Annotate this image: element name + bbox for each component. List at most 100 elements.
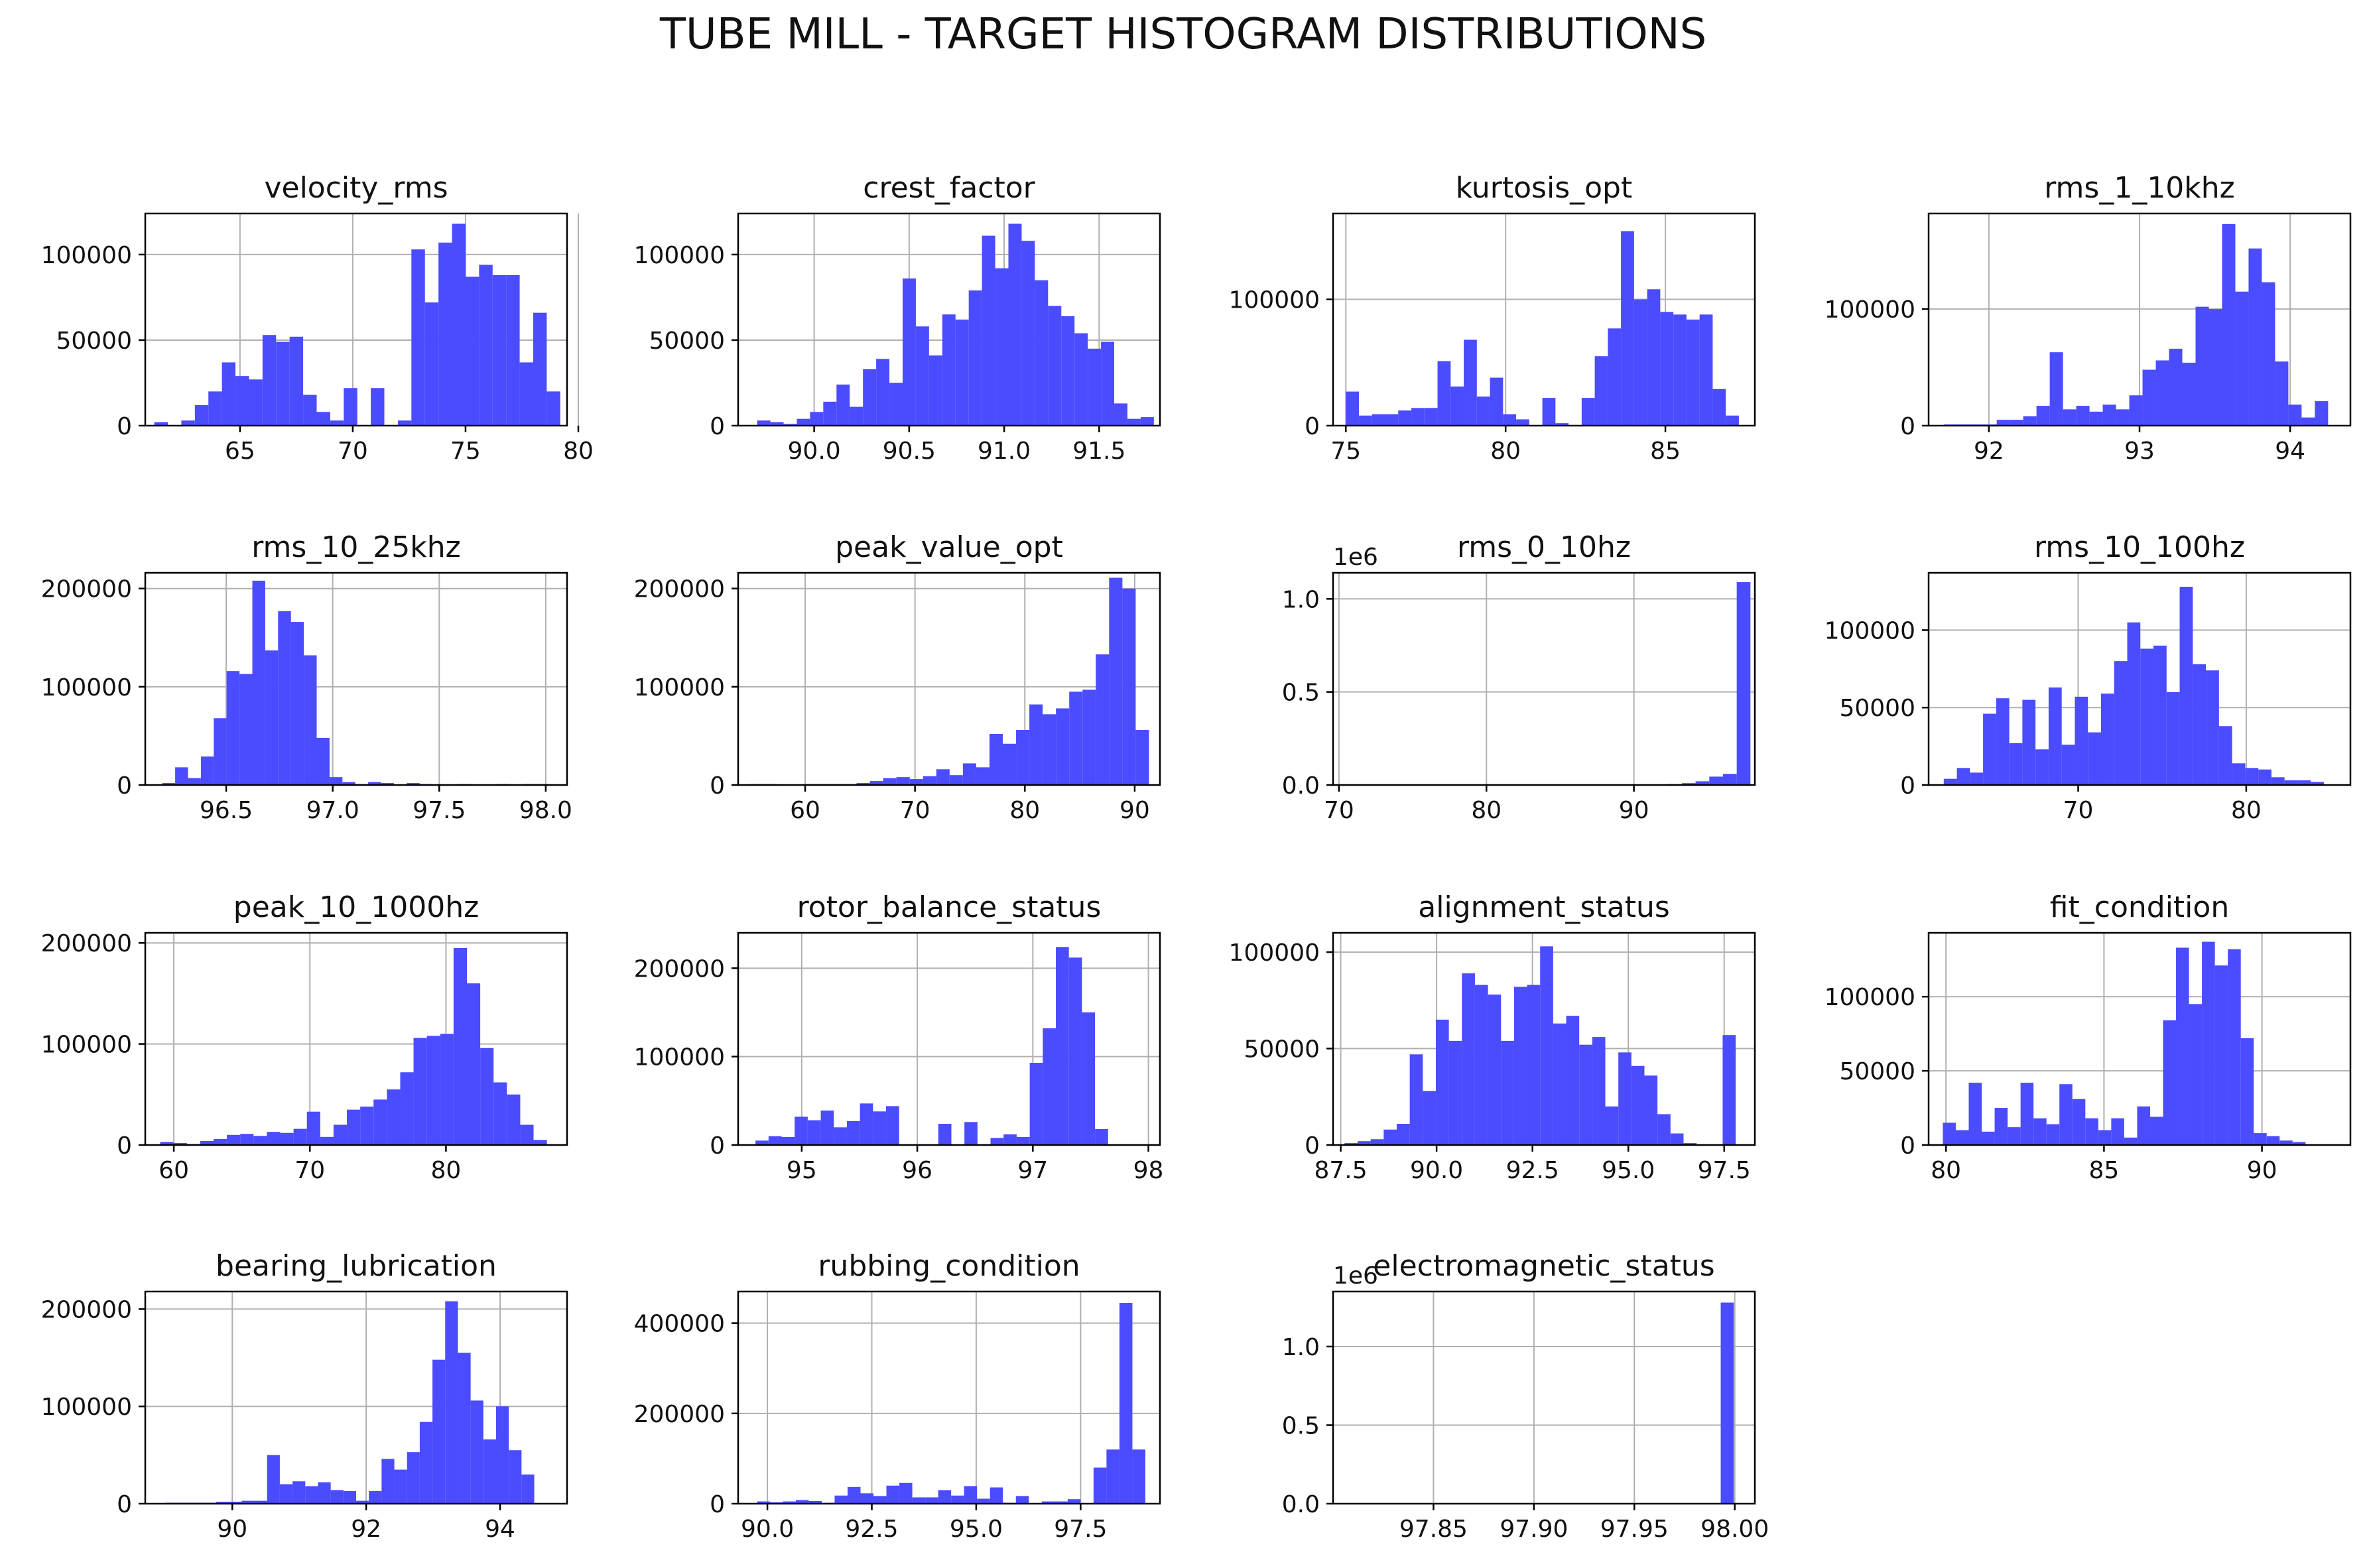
y-tick-label: 0 — [1305, 1132, 1320, 1160]
histogram-bar — [2149, 1116, 2163, 1145]
x-tick-label: 97.0 — [306, 797, 359, 824]
histogram-bar — [1660, 312, 1674, 426]
histogram-bar — [2089, 411, 2103, 426]
histogram-bar — [290, 622, 304, 785]
histogram-bar — [1370, 1139, 1384, 1145]
histogram-bar — [279, 1484, 293, 1504]
histogram-bar — [902, 278, 916, 426]
histogram-bar — [1016, 730, 1030, 785]
histogram-bar — [1695, 781, 1710, 785]
x-tick-label: 93 — [2124, 438, 2155, 465]
histogram-bar — [252, 580, 265, 785]
histogram-bar — [1359, 415, 1372, 426]
y-scale-label: 1e6 — [1333, 544, 1378, 571]
histogram-bar — [424, 302, 439, 426]
subplot-title: peak_value_opt — [835, 530, 1063, 564]
histogram-bar — [2193, 664, 2207, 785]
histogram-bar — [1119, 1303, 1133, 1504]
histogram-bar — [330, 420, 344, 426]
histogram-bar — [1127, 418, 1141, 426]
histogram-bar — [873, 1496, 887, 1504]
x-tick-label: 98 — [1133, 1157, 1164, 1184]
histogram-bar — [445, 1301, 458, 1504]
histogram-bar — [989, 733, 1003, 785]
histogram-bar — [253, 1136, 267, 1145]
histogram-bar — [2020, 1083, 2034, 1145]
figure-title: TUBE MILL - TARGET HISTOGRAM DISTRIBUTIO… — [659, 10, 1706, 59]
histogram-bar — [1722, 1035, 1736, 1145]
histogram-bar — [1540, 946, 1553, 1145]
histogram-bar — [400, 1072, 414, 1145]
histogram-bar — [1683, 1143, 1697, 1145]
histogram-bar — [2292, 1142, 2306, 1145]
histogram-bar — [1462, 973, 1475, 1145]
histogram-bar — [1067, 1499, 1081, 1504]
histogram-bar — [368, 782, 381, 785]
histogram-bar — [1411, 408, 1425, 426]
histogram-bar — [1140, 417, 1154, 426]
histogram-bar — [2088, 732, 2101, 785]
histogram-bar — [1056, 708, 1070, 785]
axes-frame — [1332, 1290, 1756, 1505]
y-tick-label: 100000 — [634, 674, 725, 701]
histogram-bar — [2315, 401, 2329, 426]
histogram-bar — [823, 401, 837, 426]
x-tick-label: 70 — [294, 1157, 325, 1184]
histogram-bar — [1068, 957, 1082, 1145]
histogram-bar — [2275, 361, 2289, 426]
histogram-bar — [280, 1132, 294, 1145]
histogram-bar — [216, 1502, 229, 1504]
x-tick-label: 97.5 — [413, 797, 466, 824]
y-tick-label: 0.5 — [1282, 1412, 1320, 1439]
x-tick-label: 90 — [1619, 797, 1649, 824]
histogram-bar — [1069, 692, 1083, 785]
histogram-bar — [1437, 361, 1451, 426]
axes-frame — [144, 1290, 568, 1505]
axes-frame — [737, 932, 1161, 1146]
histogram-bar — [240, 1134, 254, 1145]
y-tick-label: 0 — [1305, 413, 1320, 440]
x-tick-label: 80 — [431, 1157, 462, 1184]
x-tick-label: 97.5 — [1698, 1157, 1751, 1184]
x-tick-label: 90.0 — [1410, 1157, 1463, 1184]
x-tick-label: 80 — [1471, 797, 1502, 824]
histogram-bar — [1093, 1467, 1107, 1504]
histogram-bar — [876, 359, 890, 426]
histogram-bar — [834, 1495, 848, 1504]
histogram-bar — [1566, 1016, 1580, 1145]
histogram-bar — [426, 1036, 440, 1145]
histogram-bar — [810, 412, 824, 426]
x-tick-label: 96 — [902, 1157, 932, 1184]
y-tick-label: 50000 — [649, 328, 725, 355]
histogram-bar — [1029, 1063, 1043, 1145]
x-tick-label: 95.0 — [950, 1516, 1003, 1543]
histogram-bar — [492, 274, 507, 426]
histogram-bar — [1385, 414, 1399, 426]
histogram-bar — [2100, 694, 2114, 785]
histogram-bar — [1423, 1091, 1436, 1145]
subplot-title: bearing_lubrication — [216, 1249, 497, 1283]
histogram-bar — [949, 775, 963, 785]
histogram-bar — [181, 420, 195, 426]
subplot-grid: 65 70 75 80 0 50000 100000 velocity_rms 90.0 90.5… — [41, 171, 2352, 1543]
x-tick-label: 60 — [790, 797, 820, 824]
histogram-bar — [847, 1486, 861, 1504]
x-tick-label: 80 — [2231, 797, 2262, 824]
histogram-bar — [241, 1500, 255, 1504]
histogram-bar — [1476, 396, 1490, 426]
histogram-bar — [928, 355, 942, 426]
x-tick-label: 92.5 — [1506, 1157, 1559, 1184]
histogram-bar — [1722, 774, 1737, 785]
histogram-bar — [1970, 772, 1984, 785]
histogram-panel: 70 80 0 50000 100000 rms_10_100hz — [1824, 530, 2352, 824]
x-tick-label: 95.0 — [1602, 1157, 1655, 1184]
histogram-bar — [938, 1490, 952, 1504]
histogram-bar — [2266, 1136, 2280, 1145]
histogram-bar — [1605, 1106, 1619, 1145]
histogram-bar — [795, 1500, 809, 1504]
x-tick-label: 95 — [787, 1157, 817, 1184]
histogram-bar — [344, 388, 357, 426]
y-tick-label: 100000 — [1824, 296, 1915, 324]
histogram-bar — [2176, 947, 2189, 1145]
